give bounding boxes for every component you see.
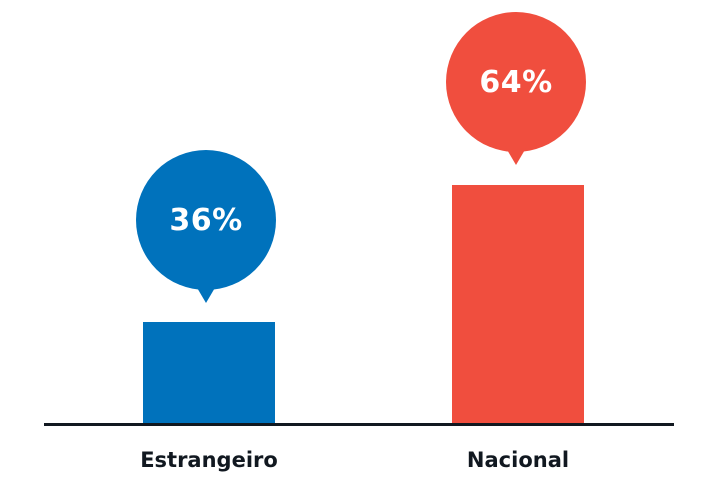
value-bubble-estrangeiro: 36% bbox=[136, 150, 276, 290]
bubble-pointer-nacional bbox=[506, 148, 526, 165]
value-label-nacional: 64% bbox=[479, 64, 553, 100]
bar-estrangeiro bbox=[143, 322, 275, 424]
category-label-estrangeiro: Estrangeiro bbox=[140, 448, 278, 472]
value-bubble-nacional: 64% bbox=[446, 12, 586, 152]
category-label-nacional: Nacional bbox=[466, 448, 570, 472]
value-label-estrangeiro: 36% bbox=[169, 202, 243, 238]
bubble-pointer-estrangeiro bbox=[196, 286, 216, 303]
bar-nacional bbox=[452, 185, 584, 424]
x-axis-line bbox=[44, 423, 674, 426]
